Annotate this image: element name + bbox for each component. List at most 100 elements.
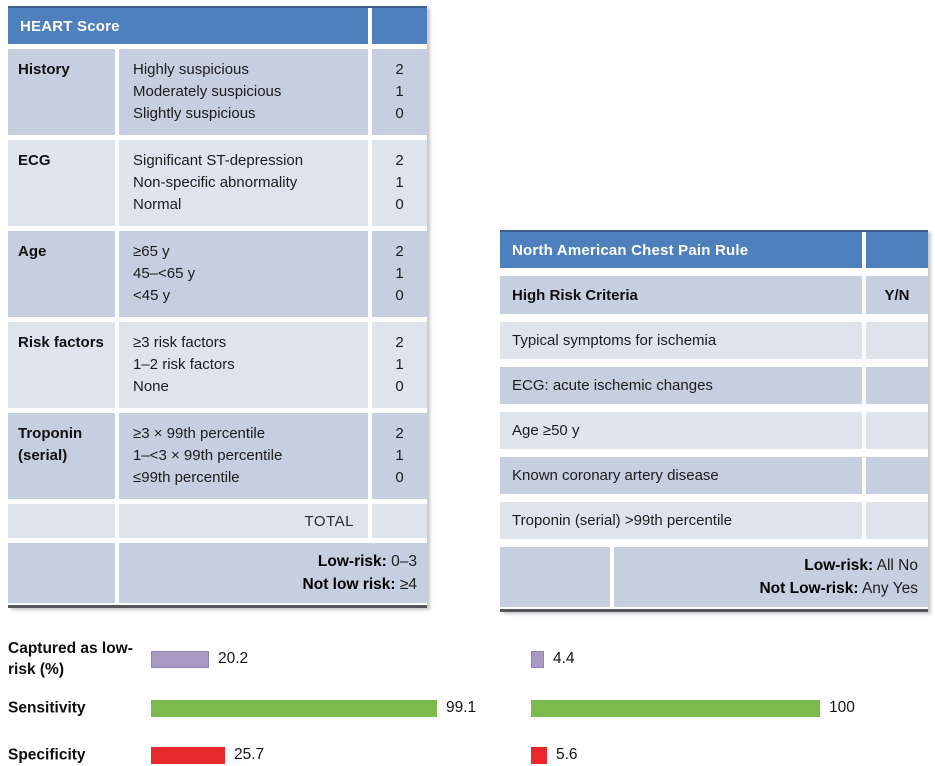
not-low-risk-line: Not low risk: ≥4	[303, 573, 417, 596]
row-scores: 2 1 0	[372, 322, 427, 408]
row-label: ECG	[8, 140, 115, 226]
criterion-text: Typical symptoms for ischemia	[500, 322, 862, 359]
option-text: ≥3 risk factors	[133, 334, 227, 351]
sensitivity-bar-nacpr	[531, 699, 820, 717]
row-label: Risk factors	[8, 322, 115, 408]
captured-bar-nacpr	[531, 650, 544, 668]
option-text: <45 y	[133, 287, 171, 304]
heart-header-row: HEART Score	[8, 8, 427, 44]
score-value: 1	[395, 265, 404, 282]
row-scores: 2 1 0	[372, 140, 427, 226]
criterion-text: Known coronary artery disease	[500, 457, 862, 494]
table-row-known-cad: Known coronary artery disease	[500, 457, 928, 494]
row-options: ≥3 × 99th percentile 1–<3 × 99th percent…	[119, 413, 368, 499]
footer-spacer-cell	[8, 543, 115, 603]
nacpr-table-title: North American Chest Pain Rule	[500, 232, 862, 268]
score-value: 2	[395, 152, 404, 169]
metric-label: Sensitivity	[8, 699, 86, 717]
table-row-troponin-percentile: Troponin (serial) >99th percentile	[500, 502, 928, 539]
low-risk-label: Low-risk:	[804, 557, 874, 574]
option-text: Non-specific abnormality	[133, 174, 298, 191]
table-row-risk-factors: Risk factors ≥3 risk factors 1–2 risk fa…	[8, 322, 427, 408]
score-value: 0	[395, 469, 404, 486]
yn-header-label: Y/N	[866, 276, 928, 314]
heart-captured-bar-group: 20.2	[151, 650, 248, 668]
row-label: History	[8, 49, 115, 135]
bar-row-specificity: Specificity 25.7 5.6	[8, 744, 935, 766]
score-value: 0	[395, 287, 404, 304]
row-scores: 2 1 0	[372, 49, 427, 135]
yn-answer-cell	[866, 457, 928, 494]
table-row-total: TOTAL	[8, 504, 427, 538]
row-options: ≥3 risk factors 1–2 risk factors None	[119, 322, 368, 408]
score-value: 2	[395, 243, 404, 260]
total-spacer-cell	[8, 504, 115, 538]
footer-spacer-cell	[500, 547, 610, 607]
low-risk-label: Low-risk:	[317, 553, 387, 570]
sensitivity-bar-heart	[151, 699, 437, 717]
metric-label: Captured as low-risk (%)	[8, 640, 133, 678]
score-value: 1	[395, 83, 404, 100]
option-text: 1–2 risk factors	[133, 356, 235, 373]
heart-sensitivity-bar-group: 99.1	[151, 699, 476, 717]
option-text: Moderately suspicious	[133, 83, 282, 100]
table-row-age: Age ≥65 y 45–<65 y <45 y 2 1 0	[8, 231, 427, 317]
nacpr-captured-bar-group: 4.4	[531, 650, 575, 668]
yn-answer-cell	[866, 502, 928, 539]
criterion-text: ECG: acute ischemic changes	[500, 367, 862, 404]
score-value: 0	[395, 105, 404, 122]
row-options: Significant ST-depression Non-specific a…	[119, 140, 368, 226]
low-risk-value: All No	[873, 557, 918, 574]
bar-row-sensitivity: Sensitivity 99.1 100	[8, 697, 935, 719]
not-low-risk-label: Not low risk:	[302, 576, 396, 593]
option-text: Significant ST-depression	[133, 152, 304, 169]
row-label: Troponin (serial)	[8, 413, 115, 499]
option-text: Highly suspicious	[133, 61, 249, 78]
risk-legend: Low-risk: 0–3 Not low risk: ≥4	[119, 543, 427, 603]
bar-value: 100	[829, 699, 855, 716]
captured-bar-heart	[151, 650, 209, 668]
bar-value: 99.1	[446, 699, 477, 716]
nacpr-specificity-bar-group: 5.6	[531, 746, 578, 764]
total-score-cell	[372, 504, 427, 538]
option-text: Slightly suspicious	[133, 105, 256, 122]
score-value: 0	[395, 196, 404, 213]
yn-answer-cell	[866, 412, 928, 449]
risk-legend: Low-risk: All No Not Low-risk: Any Yes	[614, 547, 928, 607]
option-text: ≥65 y	[133, 243, 170, 260]
table-row-history: History Highly suspicious Moderately sus…	[8, 49, 427, 135]
not-low-risk-label: Not Low-risk:	[759, 580, 859, 597]
bar-value: 5.6	[556, 746, 578, 763]
nacpr-sensitivity-bar-group: 100	[531, 699, 855, 717]
heart-score-table: HEART Score History Highly suspicious Mo…	[8, 6, 427, 608]
nacpr-table: North American Chest Pain Rule High Risk…	[500, 230, 928, 612]
table-row-ecg-ischemic: ECG: acute ischemic changes	[500, 367, 928, 404]
not-low-risk-line: Not Low-risk: Any Yes	[759, 577, 918, 600]
option-text: 1–<3 × 99th percentile	[133, 447, 283, 464]
heart-specificity-bar-group: 25.7	[151, 746, 264, 764]
bar-value: 20.2	[218, 650, 249, 667]
table-row-risk-legend: Low-risk: 0–3 Not low risk: ≥4	[8, 543, 427, 603]
row-scores: 2 1 0	[372, 231, 427, 317]
score-value: 1	[395, 174, 404, 191]
bar-value: 4.4	[553, 650, 575, 667]
low-risk-line: Low-risk: All No	[804, 554, 918, 577]
yn-answer-cell	[866, 322, 928, 359]
table-row-risk-legend: Low-risk: All No Not Low-risk: Any Yes	[500, 547, 928, 607]
score-value: 2	[395, 334, 404, 351]
nacpr-header-row: North American Chest Pain Rule	[500, 232, 928, 268]
metric-label: Specificity	[8, 746, 86, 764]
option-text: Normal	[133, 196, 182, 213]
criterion-text: Age ≥50 y	[500, 412, 862, 449]
table-row-age-50: Age ≥50 y	[500, 412, 928, 449]
row-scores: 2 1 0	[372, 413, 427, 499]
option-text: 45–<65 y	[133, 265, 196, 282]
score-value: 2	[395, 425, 404, 442]
score-value: 1	[395, 447, 404, 464]
option-text: None	[133, 378, 169, 395]
bar-value: 25.7	[234, 746, 265, 763]
not-low-risk-value: Any Yes	[858, 580, 918, 597]
row-label: Age	[8, 231, 115, 317]
table-row-typical-symptoms: Typical symptoms for ischemia	[500, 322, 928, 359]
